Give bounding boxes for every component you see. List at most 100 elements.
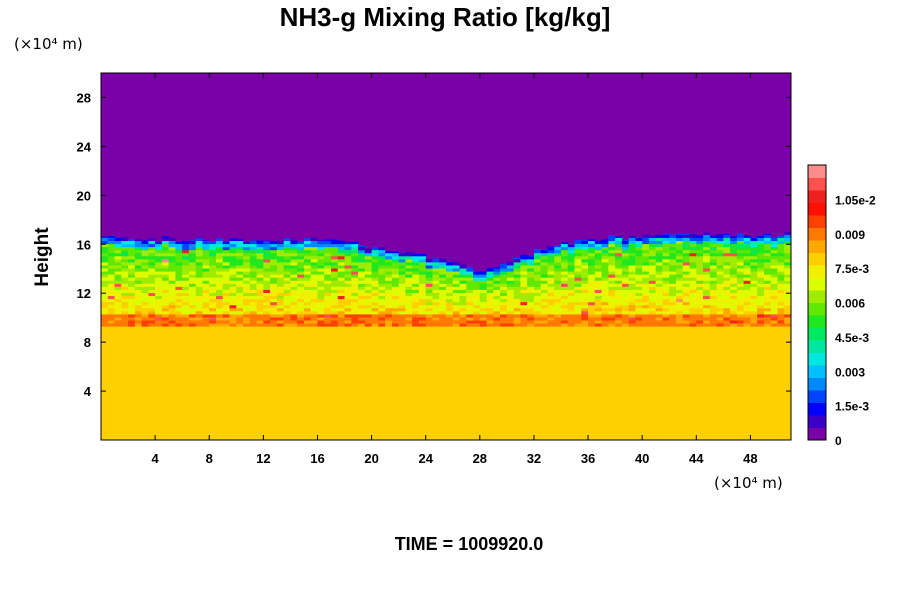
field-cell — [567, 313, 575, 318]
field-cell — [337, 292, 345, 297]
field-cell — [770, 298, 778, 303]
field-cell — [134, 304, 142, 309]
field-cell — [324, 295, 332, 300]
field-cell — [236, 295, 244, 300]
field-cell — [784, 280, 791, 284]
field-cell — [134, 240, 142, 245]
field-cell — [628, 246, 636, 251]
field-cell — [588, 320, 596, 324]
field-cell — [418, 295, 427, 300]
field-cell — [628, 255, 636, 260]
field-cell — [229, 246, 237, 251]
field-cell — [249, 310, 257, 315]
field-cell — [601, 283, 609, 287]
field-cell — [114, 262, 122, 266]
field-cell — [486, 307, 494, 312]
field-cell — [270, 271, 278, 275]
field-cell — [216, 271, 224, 275]
field-cell — [784, 313, 791, 318]
field-cell — [134, 292, 142, 297]
field-cell — [709, 295, 717, 300]
field-cell — [743, 310, 751, 315]
field-cell — [506, 286, 515, 290]
field-cell — [398, 268, 406, 272]
field-cell — [303, 323, 312, 327]
field-cell — [730, 277, 738, 281]
field-cell — [290, 304, 298, 309]
field-cell — [547, 274, 555, 278]
field-cell — [730, 243, 738, 248]
field-cell — [209, 277, 217, 281]
field-cell — [709, 271, 717, 275]
field-cell — [236, 304, 244, 309]
field-cell — [412, 292, 420, 297]
field-cell — [581, 246, 589, 251]
field-cell — [621, 323, 630, 327]
field-cell — [554, 271, 562, 275]
field-cell — [628, 317, 636, 321]
field-cell — [723, 286, 731, 290]
field-cell — [446, 317, 454, 321]
field-cell — [662, 313, 670, 318]
field-cell — [385, 307, 393, 312]
field-cell — [615, 240, 623, 245]
field-cell — [574, 307, 582, 312]
field-cell — [256, 240, 264, 241]
field-cell — [662, 258, 670, 263]
field-cell — [310, 323, 318, 327]
field-cell — [107, 323, 115, 327]
field-cell — [682, 310, 690, 315]
field-cell — [682, 233, 690, 235]
field-cell — [676, 280, 684, 284]
field-cell — [621, 310, 630, 315]
field-cell — [770, 262, 778, 266]
field-cell — [182, 301, 190, 306]
field-cell — [621, 252, 630, 257]
field-cell — [540, 258, 548, 263]
field-cell — [303, 268, 312, 272]
field-cell — [500, 289, 508, 293]
field-cell — [439, 286, 447, 290]
field-cell — [331, 298, 339, 303]
colorbar-tick-label: 4.5e-3 — [835, 331, 869, 345]
field-cell — [161, 255, 170, 260]
field-cell — [107, 298, 115, 303]
field-cell — [310, 313, 318, 318]
field-cell — [148, 277, 156, 281]
y-tick-label: 20 — [77, 188, 91, 203]
field-cell — [195, 286, 203, 290]
field-cell — [682, 292, 690, 297]
field-cell — [500, 277, 508, 281]
field-cell — [243, 286, 251, 290]
field-cell — [459, 304, 467, 309]
field-cell — [648, 292, 657, 297]
field-cell — [175, 289, 183, 293]
field-cell — [128, 280, 136, 284]
field-cell — [750, 243, 758, 248]
field-cell — [750, 323, 758, 327]
field-cell — [317, 249, 325, 254]
field-cell — [716, 304, 724, 309]
field-cell — [669, 317, 677, 321]
field-cell — [256, 274, 264, 278]
field-cell — [317, 240, 325, 241]
field-cell — [121, 310, 129, 315]
field-cell — [750, 249, 758, 254]
field-cell — [141, 283, 149, 287]
field-cell — [331, 301, 339, 306]
field-cell — [195, 246, 203, 251]
field-cell — [757, 271, 765, 275]
field-cell — [642, 240, 650, 245]
field-cell — [574, 304, 582, 309]
field-cell — [682, 237, 690, 241]
field-cell — [229, 252, 237, 257]
colorbar-tick-label: 1.5e-3 — [835, 400, 869, 414]
field-cell — [770, 317, 778, 321]
field-cell — [506, 271, 515, 275]
field-cell — [148, 304, 156, 309]
field-cell — [432, 289, 440, 293]
field-cell — [378, 274, 386, 278]
field-cell — [628, 249, 636, 254]
field-cell — [736, 310, 745, 315]
field-cell — [743, 237, 751, 241]
